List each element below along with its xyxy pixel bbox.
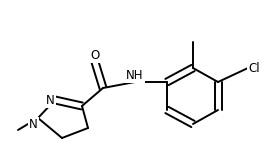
Text: NH: NH bbox=[126, 69, 144, 82]
Text: N: N bbox=[46, 93, 55, 106]
Text: N: N bbox=[29, 118, 38, 131]
Text: O: O bbox=[90, 49, 100, 62]
Text: Cl: Cl bbox=[248, 61, 260, 75]
